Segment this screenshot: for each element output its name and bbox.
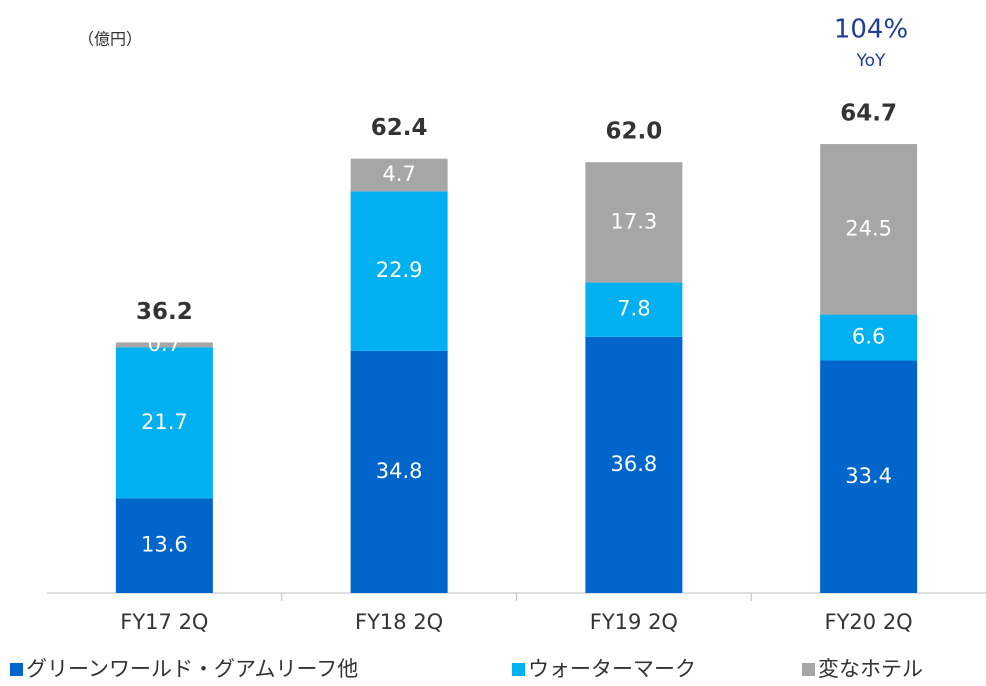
x-tick-label: FY20 2Q <box>825 610 913 634</box>
bar-segment <box>585 336 683 593</box>
segment-label: 7.8 <box>617 297 650 321</box>
segment-label: 4.7 <box>382 162 415 186</box>
annotation-sub: YoY <box>856 51 887 71</box>
segment-label: 33.4 <box>845 464 892 488</box>
bar-segment <box>820 360 918 593</box>
bar-segment <box>585 282 683 337</box>
legend-label: ウォーターマーク <box>528 657 696 681</box>
bar-segment <box>585 162 683 283</box>
bar-segment <box>115 347 213 499</box>
legend-swatch <box>10 663 23 676</box>
unit-label: （億円） <box>78 30 142 49</box>
legend-label: 変なホテル <box>818 657 923 681</box>
bar-segment <box>350 350 448 593</box>
bar-segment <box>115 342 213 348</box>
total-label: 36.2 <box>136 299 193 325</box>
legend-swatch <box>802 663 815 676</box>
x-tick-label: FY17 2Q <box>120 610 208 634</box>
x-tick-label: FY19 2Q <box>590 610 678 634</box>
x-tick-label: FY18 2Q <box>355 610 443 634</box>
bar-segment <box>820 314 918 361</box>
segment-label: 24.5 <box>845 216 892 240</box>
segment-label: 34.8 <box>376 459 423 483</box>
bar-segment <box>820 144 918 315</box>
total-label: 64.7 <box>840 101 897 127</box>
segment-label: 21.7 <box>141 410 188 434</box>
bar-segment <box>350 158 448 192</box>
segment-label: 36.8 <box>610 452 657 476</box>
total-label: 62.4 <box>371 115 428 141</box>
total-label: 62.0 <box>606 119 663 145</box>
segment-label: 13.6 <box>141 533 188 557</box>
legend-label: グリーンワールド・グアムリーフ他 <box>26 657 358 681</box>
annotation: 104% <box>834 15 908 45</box>
legend-swatch <box>512 663 525 676</box>
bar-segment <box>350 191 448 351</box>
segment-label: 22.9 <box>376 258 423 282</box>
segment-label: 6.6 <box>852 325 885 349</box>
bar-segment <box>115 498 213 593</box>
segment-label: 17.3 <box>610 209 657 233</box>
segment-label: 0.7 <box>148 332 181 356</box>
